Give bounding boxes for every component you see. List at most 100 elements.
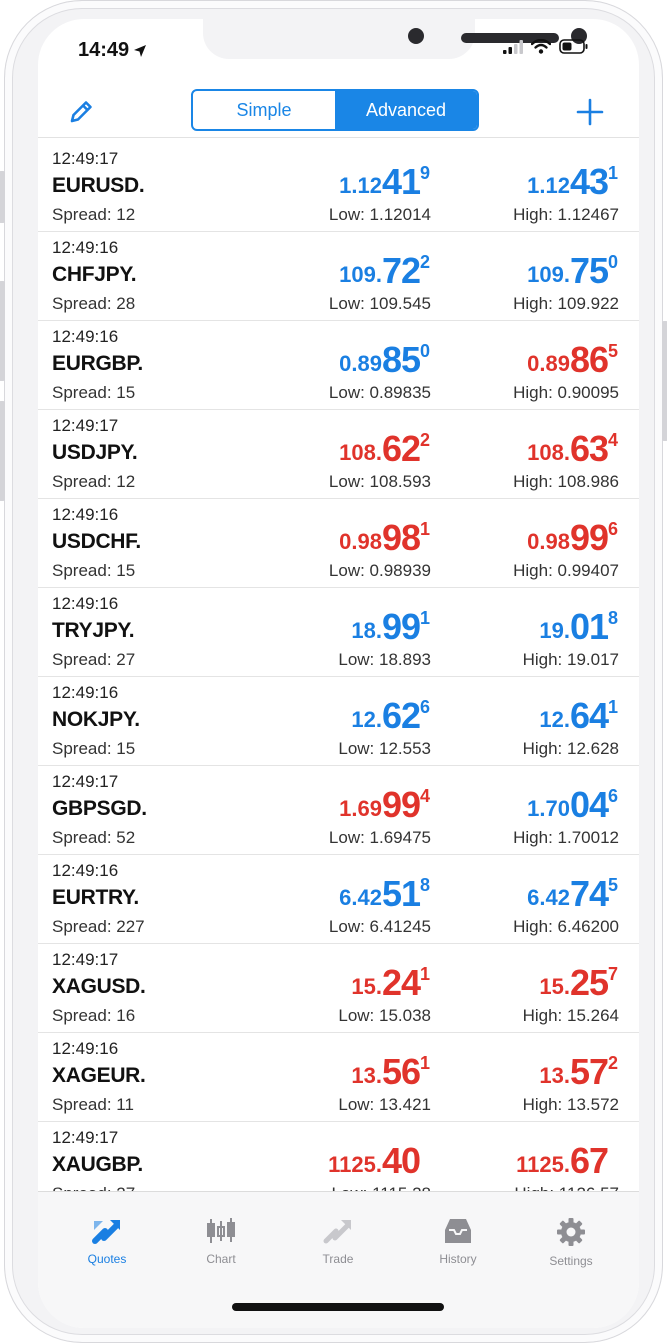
quote-row[interactable]: 12:49:17 EURUSD. Spread: 12 1.12 41 9 1.… [38,143,639,232]
ask-price-fraction: 5 [608,875,619,895]
tab-history[interactable]: History [403,1216,513,1266]
bid-price: 109. 72 2 [339,250,431,292]
quote-high: High: 1126.57 [514,1184,619,1191]
bid-price-fraction: 2 [420,252,431,272]
bid-price-fraction: 6 [420,697,431,717]
bid-price: 15. 24 1 [351,962,431,1004]
bid-price: 0.98 98 1 [339,517,431,559]
ask-price-pips: 43 [569,161,609,202]
bid-price-fraction: 0 [420,341,431,361]
earpiece-speaker [461,33,559,43]
quotes-list[interactable]: 12:49:17 EURUSD. Spread: 12 1.12 41 9 1.… [38,143,639,1191]
quote-spread: Spread: 16 [52,1006,136,1025]
ask-price-pips: 86 [569,339,609,380]
view-mode-segmented-control: Simple Advanced [191,89,479,131]
quote-spread: Spread: 11 [52,1095,134,1114]
ask-price-prefix: 0.98 [527,529,570,554]
trade-icon [283,1216,393,1246]
chart-icon [166,1216,276,1246]
ask-price-prefix: 13. [539,1063,570,1088]
tab-chart[interactable]: Chart [166,1216,276,1266]
volume-up-button [0,281,5,381]
quote-high: High: 0.90095 [513,383,619,402]
location-arrow-icon [134,44,147,57]
quote-high: High: 108.986 [513,472,619,491]
plus-icon [576,98,604,126]
home-indicator [232,1303,444,1311]
power-button [662,321,667,441]
ask-price: 6.42 74 5 [527,873,619,915]
edit-button[interactable] [66,97,96,127]
quote-row[interactable]: 12:49:16 TRYJPY. Spread: 27 18. 99 1 19.… [38,588,639,677]
quote-symbol: XAGEUR. [52,1064,146,1087]
ask-price: 1125. 67 [516,1140,619,1182]
ask-price-fraction: 2 [608,1053,619,1073]
tab-trade[interactable]: Trade [283,1216,393,1266]
quote-high: High: 1.70012 [513,828,619,847]
quote-high: High: 12.628 [522,739,619,758]
ask-price-fraction: 5 [608,341,619,361]
quote-spread: Spread: 15 [52,383,136,402]
quote-spread: Spread: 52 [52,828,136,847]
quote-time: 12:49:17 [52,1128,119,1147]
quote-high: High: 1.12467 [513,205,619,224]
add-symbol-button[interactable] [575,97,605,127]
bid-price: 108. 62 2 [339,428,431,470]
quote-row[interactable]: 12:49:17 USDJPY. Spread: 12 108. 62 2 10… [38,410,639,499]
quote-row[interactable]: 12:49:16 CHFJPY. Spread: 28 109. 72 2 10… [38,232,639,321]
quote-row[interactable]: 12:49:16 NOKJPY. Spread: 15 12. 62 6 12.… [38,677,639,766]
quote-high: High: 13.572 [522,1095,619,1114]
quote-row[interactable]: 12:49:16 EURTRY. Spread: 227 6.42 51 8 6… [38,855,639,944]
ask-price-fraction: 4 [608,430,619,450]
quote-row[interactable]: 12:49:16 EURGBP. Spread: 15 0.89 85 0 0.… [38,321,639,410]
bid-price-prefix: 18. [351,618,382,643]
bid-price-fraction: 2 [420,430,431,450]
ask-price: 19. 01 8 [539,606,619,648]
quote-symbol: EURUSD. [52,174,145,197]
quote-low: Low: 18.893 [338,650,431,669]
ask-price-fraction: 7 [608,964,619,984]
tab-label: Chart [206,1252,236,1266]
status-bar-time: 14:49 [78,39,147,62]
bid-price-pips: 51 [381,873,421,914]
bid-price-pips: 99 [381,784,421,825]
bid-price-pips: 72 [381,250,421,291]
quote-row[interactable]: 12:49:17 XAUGBP. Spread: 27 1125. 40 112… [38,1122,639,1191]
quote-symbol: GBPSGD. [52,797,147,820]
ask-price: 1.12 43 1 [527,161,619,203]
quote-spread: Spread: 27 [52,650,136,669]
bid-price-fraction: 4 [420,786,431,806]
bid-price-pips: 41 [381,161,421,202]
tab-quotes[interactable]: Quotes [52,1216,162,1266]
bid-price-prefix: 0.98 [339,529,382,554]
quote-row[interactable]: 12:49:17 XAGUSD. Spread: 16 15. 24 1 15.… [38,944,639,1033]
quote-spread: Spread: 27 [52,1184,135,1191]
quote-row[interactable]: 12:49:17 GBPSGD. Spread: 52 1.69 99 4 1.… [38,766,639,855]
bid-price-fraction: 1 [420,964,431,984]
quote-row[interactable]: 12:49:16 XAGEUR. Spread: 11 13. 56 1 13.… [38,1033,639,1122]
tab-label: History [439,1252,477,1266]
ask-price: 108. 63 4 [527,428,619,470]
bid-price-prefix: 109. [339,262,382,287]
front-camera [408,28,424,44]
bid-price-pips: 62 [381,695,421,736]
bid-price-prefix: 13. [351,1063,382,1088]
ask-price: 13. 57 2 [539,1051,619,1093]
quote-low: Low: 1115.28 [331,1184,431,1191]
bid-price: 13. 56 1 [351,1051,431,1093]
tab-settings[interactable]: Settings [516,1216,626,1268]
quote-row[interactable]: 12:49:16 USDCHF. Spread: 15 0.98 98 1 0.… [38,499,639,588]
ask-price-fraction: 1 [608,697,619,717]
quote-time: 12:49:16 [52,1039,119,1058]
bid-price: 1.12 41 9 [339,161,431,203]
bid-price: 6.42 51 8 [339,873,431,915]
quote-symbol: NOKJPY. [52,708,140,731]
segment-simple[interactable]: Simple [236,99,292,120]
ask-price-prefix: 1.70 [527,796,570,821]
segment-advanced[interactable]: Advanced [335,91,477,129]
quote-time: 12:49:17 [52,950,119,969]
quote-time: 12:49:17 [52,416,119,435]
quote-time: 12:49:16 [52,327,119,346]
bid-price-pips: 40 [381,1140,421,1181]
bid-price: 1125. 40 [328,1140,431,1182]
